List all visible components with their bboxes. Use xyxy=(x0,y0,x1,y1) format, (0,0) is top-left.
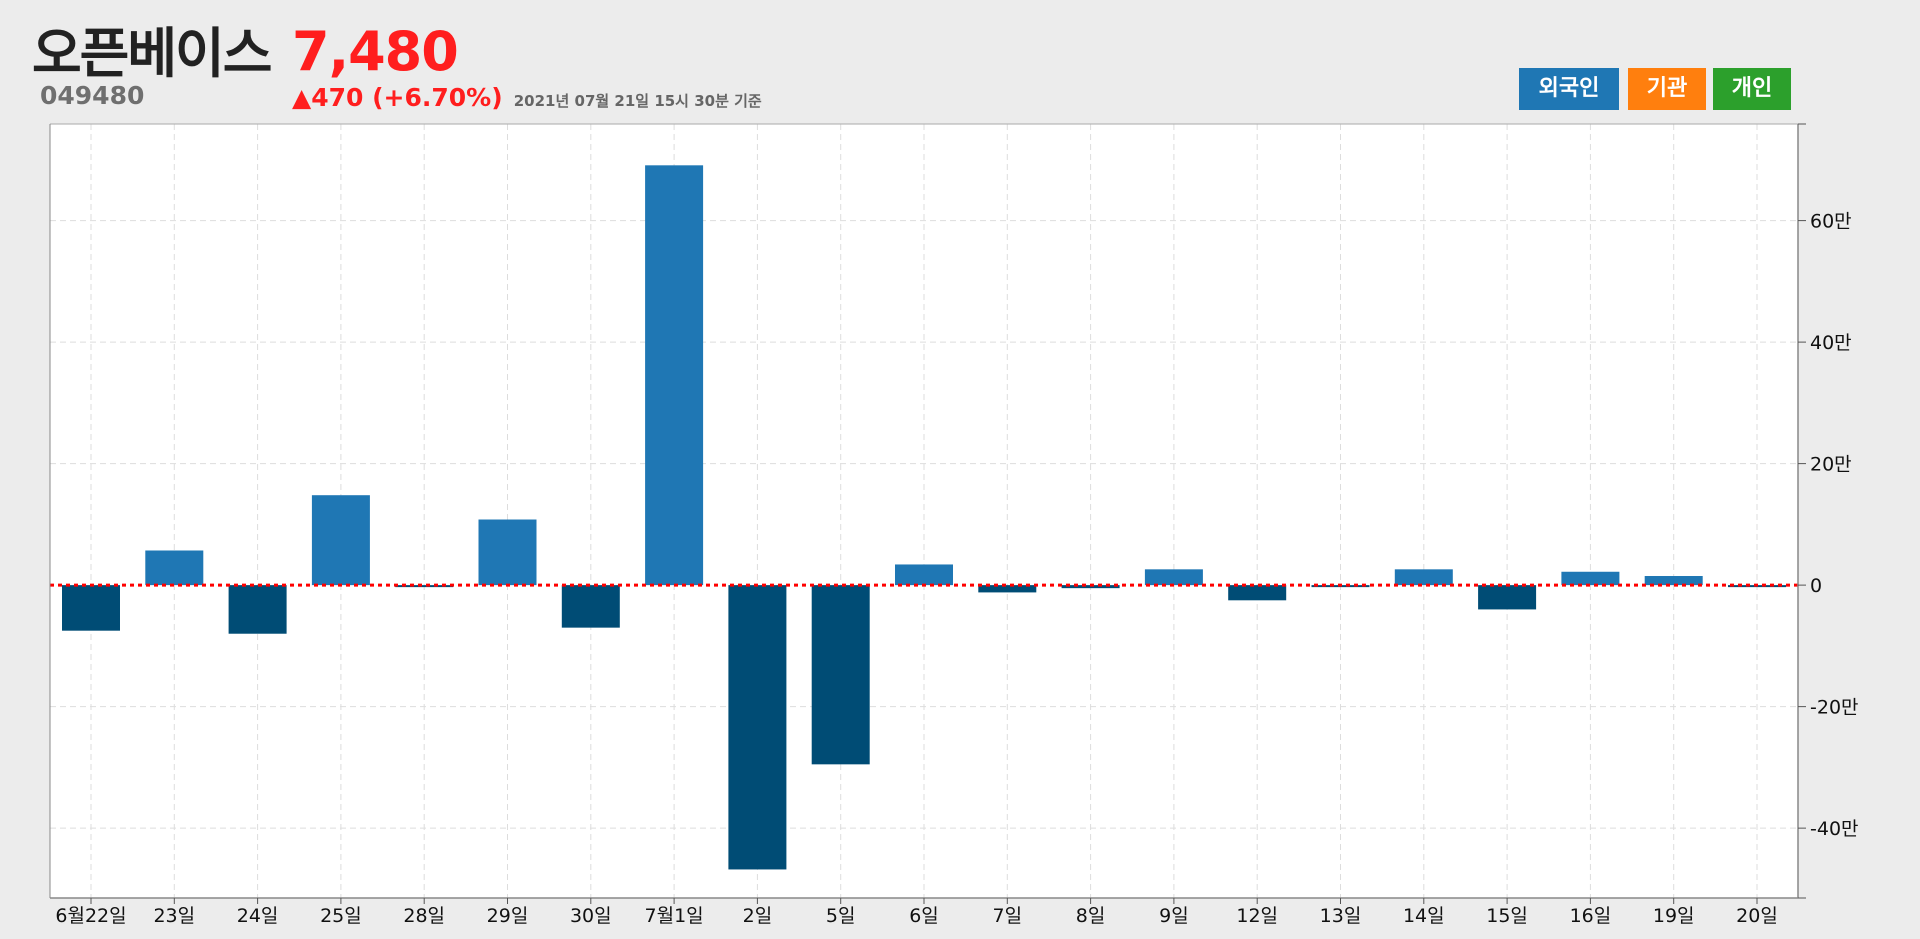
y-tick-label: -40만 xyxy=(1810,818,1859,840)
bar-6일[interactable] xyxy=(895,564,953,586)
bar-9일[interactable] xyxy=(1144,569,1203,586)
bar-14일[interactable] xyxy=(1394,569,1453,586)
bar-25일[interactable] xyxy=(311,495,370,586)
x-tick-label: 5일 xyxy=(826,905,856,927)
bar-12일[interactable] xyxy=(1228,585,1287,601)
bar-8일[interactable] xyxy=(1061,585,1120,589)
price-change: ▲470 (+6.70%) xyxy=(292,83,503,112)
x-tick-label: 7월1일 xyxy=(645,905,704,927)
x-tick-label: 20일 xyxy=(1736,905,1778,927)
bar-2일[interactable] xyxy=(728,585,787,870)
legend-button-foreign[interactable]: 외국인 xyxy=(1519,68,1619,110)
y-tick-label: 60만 xyxy=(1810,211,1852,233)
stock-code: 049480 xyxy=(40,81,145,110)
bar-7월1일[interactable] xyxy=(645,165,704,586)
as-of-timestamp: 2021년 07월 21일 15시 30분 기준 xyxy=(513,92,762,110)
bar-30일[interactable] xyxy=(561,585,620,628)
x-tick-label: 14일 xyxy=(1403,905,1445,927)
bar-15일[interactable] xyxy=(1478,585,1537,610)
legend-button-institution[interactable]: 기관 xyxy=(1628,68,1706,110)
x-tick-label: 2일 xyxy=(743,905,773,927)
x-tick-label: 12일 xyxy=(1236,905,1278,927)
x-tick-label: 6월22일 xyxy=(55,905,126,927)
x-tick-label: 23일 xyxy=(153,905,195,927)
y-tick-label: 20만 xyxy=(1810,454,1852,476)
x-tick-label: 19일 xyxy=(1653,905,1695,927)
legend-button-individual[interactable]: 개인 xyxy=(1713,68,1791,110)
bar-16일[interactable] xyxy=(1561,571,1620,586)
x-tick-label: 6일 xyxy=(909,905,939,927)
bar-5일[interactable] xyxy=(811,585,870,765)
change-line: ▲470 (+6.70%) 2021년 07월 21일 15시 30분 기준 xyxy=(292,83,762,116)
x-tick-label: 9일 xyxy=(1159,905,1189,927)
bar-19일[interactable] xyxy=(1644,576,1703,586)
chart-header: 오픈베이스 049480 7,480 ▲470 (+6.70%) 2021년 0… xyxy=(0,0,1920,124)
bar-24일[interactable] xyxy=(228,585,287,634)
y-tick-label: 0 xyxy=(1810,575,1822,597)
y-tick-label: 40만 xyxy=(1810,332,1852,354)
x-tick-label: 30일 xyxy=(570,905,612,927)
y-tick-label: -20만 xyxy=(1810,697,1859,719)
bar-23일[interactable] xyxy=(145,550,204,586)
x-tick-label: 15일 xyxy=(1486,905,1528,927)
x-tick-label: 7일 xyxy=(993,905,1023,927)
x-tick-label: 28일 xyxy=(403,905,445,927)
stock-name: 오픈베이스 xyxy=(32,22,272,85)
bar-28일[interactable] xyxy=(395,585,454,588)
x-tick-label: 16일 xyxy=(1570,905,1612,927)
x-tick-label: 29일 xyxy=(487,905,529,927)
current-price: 7,480 xyxy=(292,20,459,83)
x-tick-label: 25일 xyxy=(320,905,362,927)
bar-29일[interactable] xyxy=(478,519,537,586)
x-tick-label: 8일 xyxy=(1076,905,1106,927)
x-tick-label: 13일 xyxy=(1320,905,1362,927)
x-tick-label: 24일 xyxy=(237,905,279,927)
bar-7일[interactable] xyxy=(978,585,1037,593)
bar-6월22일[interactable] xyxy=(62,585,120,631)
